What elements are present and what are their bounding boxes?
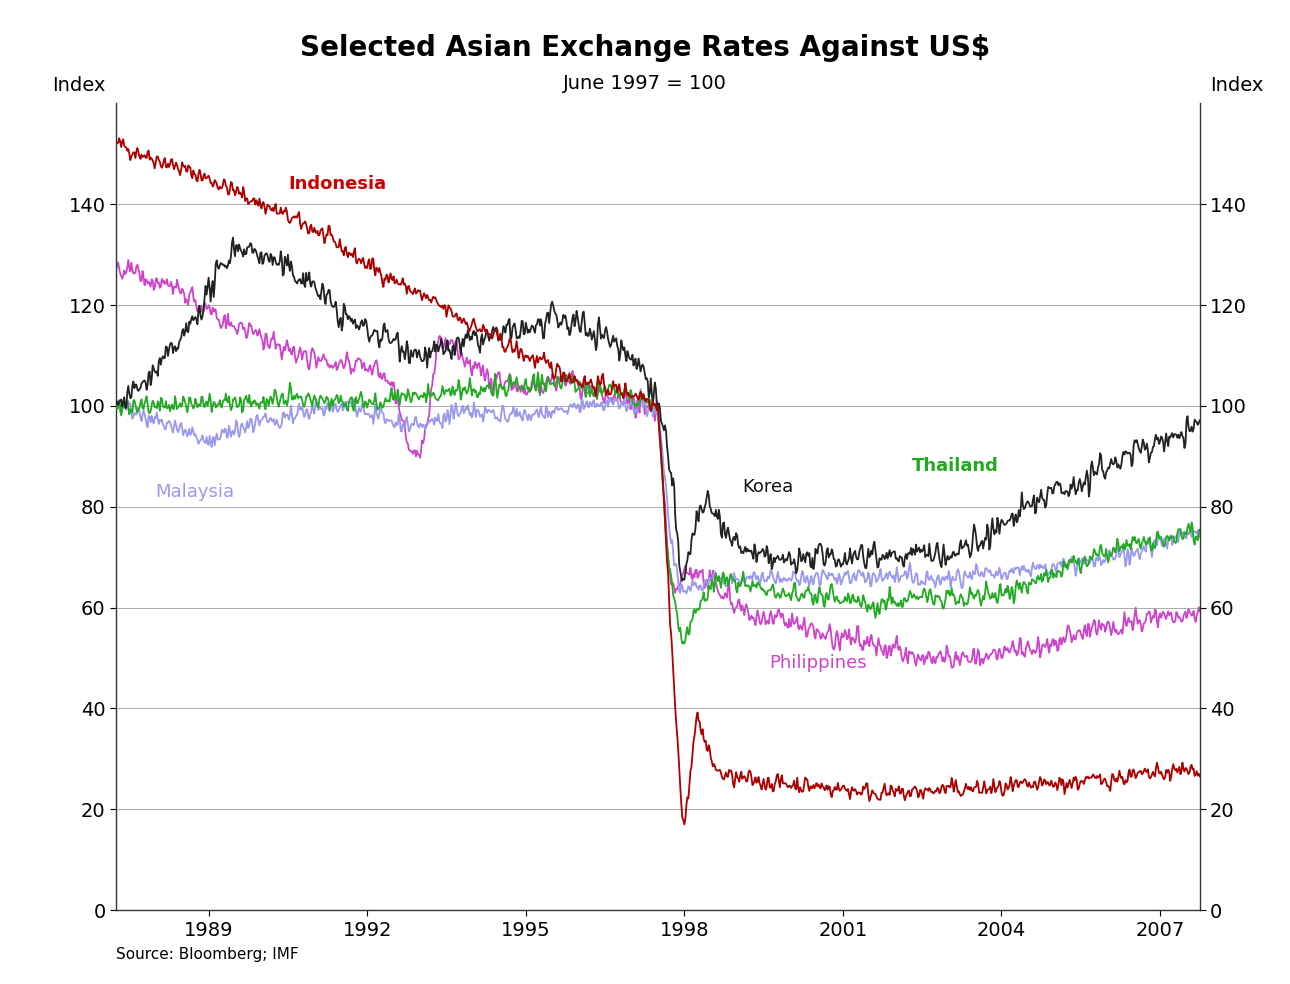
Text: Index: Index xyxy=(1210,76,1264,95)
Text: Selected Asian Exchange Rates Against US$: Selected Asian Exchange Rates Against US… xyxy=(301,34,989,62)
Text: Thailand: Thailand xyxy=(912,458,998,475)
Text: Malaysia: Malaysia xyxy=(156,483,235,501)
Text: Source: Bloomberg; IMF: Source: Bloomberg; IMF xyxy=(116,948,299,962)
Text: Index: Index xyxy=(52,76,106,95)
Text: Korea: Korea xyxy=(743,477,793,496)
Text: Philippines: Philippines xyxy=(769,654,867,672)
Text: June 1997 = 100: June 1997 = 100 xyxy=(562,74,728,92)
Text: Indonesia: Indonesia xyxy=(288,175,386,193)
